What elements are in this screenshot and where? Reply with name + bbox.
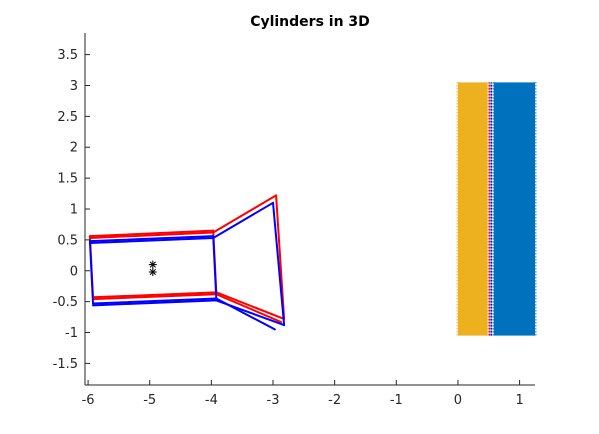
wireframe-red-segment-7 xyxy=(215,291,286,320)
plot-area xyxy=(88,82,537,336)
axes: -6 -5 -4 -3 -2 -1 0 1 -1.5 -1 -0.5 0 0.5 1 1.5 2 2.5 3 3.5 xyxy=(53,33,535,408)
wireframe-blue-segment-6 xyxy=(212,201,275,240)
x-tick-label: -5 xyxy=(143,393,156,408)
wireframe-red-segment-0 xyxy=(88,229,215,238)
x-tick-label: 1 xyxy=(515,393,523,408)
wireframe-red-segment-1 xyxy=(88,231,215,240)
star-marker-0 xyxy=(148,260,157,269)
x-tick-label: 0 xyxy=(454,393,462,408)
wireframe-blue-segment-0 xyxy=(88,235,215,243)
wireframe-blue-segment-5 xyxy=(92,299,218,307)
wireframe-red-segment-4 xyxy=(92,291,218,299)
wireframe-red-segment-5 xyxy=(92,293,218,301)
wireframe-blue-segment-9 xyxy=(272,201,286,327)
wireframe-red-segment-9 xyxy=(275,194,286,320)
wireframe-blue-segment-4 xyxy=(92,297,218,305)
surface-steelblue xyxy=(493,82,535,336)
wireframe-blue-segment-1 xyxy=(88,237,215,244)
star-marker-stroke xyxy=(149,261,156,268)
wireframe-red-segment-8 xyxy=(215,293,283,324)
wireframe-red-segment-6 xyxy=(212,194,278,234)
y-tick-label: -0.5 xyxy=(53,295,78,310)
wireframe-blue-segment-2 xyxy=(88,240,95,305)
wireframe-blue-segment-3 xyxy=(212,235,218,300)
x-tick-label: -1 xyxy=(390,393,403,408)
y-tick-label: 2.5 xyxy=(57,110,78,125)
y-tick-label: 0 xyxy=(70,264,78,279)
y-tick-label: 3.5 xyxy=(57,48,78,63)
chart-title: Cylinders in 3D xyxy=(250,14,370,30)
y-tick-label: 1 xyxy=(70,203,78,218)
x-tick-label: -6 xyxy=(82,393,95,408)
y-tick-label: 3 xyxy=(70,79,78,94)
y-tick-label: -1.5 xyxy=(53,357,78,372)
star-marker-1 xyxy=(148,267,157,276)
surface-orange xyxy=(457,82,488,336)
star-marker-stroke xyxy=(149,268,156,276)
x-tick-label: -4 xyxy=(205,393,218,408)
x-tick-label: -3 xyxy=(267,393,280,408)
wireframe-blue-segment-8 xyxy=(215,299,286,327)
x-tick-label: -2 xyxy=(328,393,341,408)
y-tick-label: 0.5 xyxy=(57,233,78,248)
y-tick-label: -1 xyxy=(65,326,78,341)
y-tick-label: 1.5 xyxy=(57,172,78,187)
y-tick-label: 2 xyxy=(70,141,78,156)
